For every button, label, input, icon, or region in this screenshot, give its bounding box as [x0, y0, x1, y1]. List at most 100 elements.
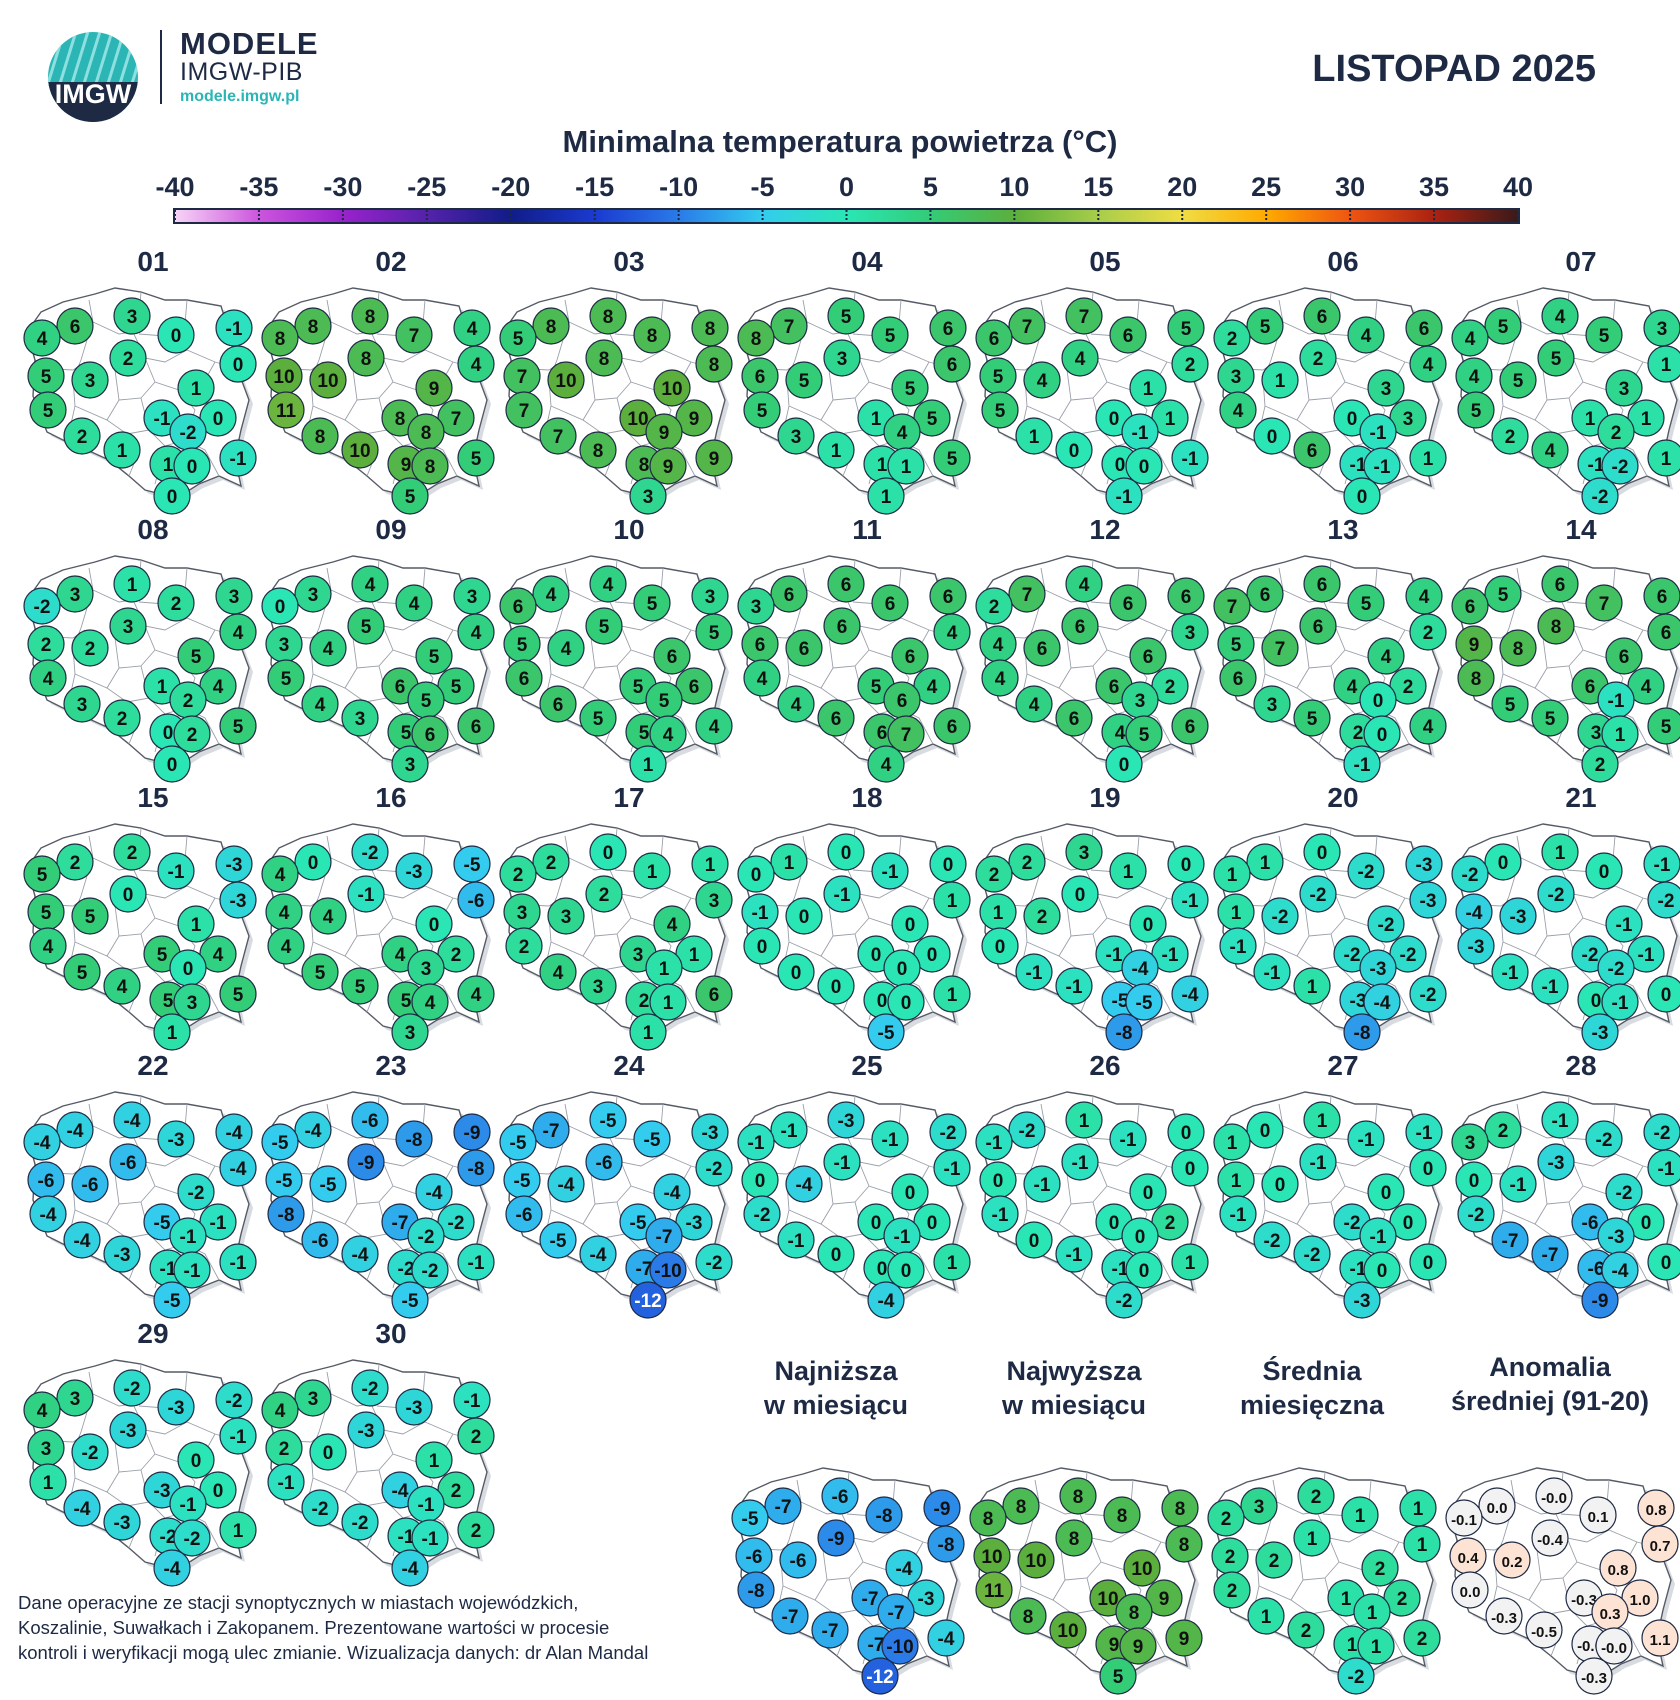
station-value: -9 — [358, 1153, 375, 1174]
station-marker: 8 — [1499, 629, 1537, 667]
region-border — [1316, 697, 1340, 703]
station-value: -6 — [596, 1153, 613, 1174]
station-circle — [1303, 565, 1341, 603]
station-circle — [1009, 1597, 1047, 1635]
station-marker: 2 — [499, 855, 537, 893]
station-value: -1 — [1358, 1130, 1375, 1151]
station-marker: -12 — [861, 1657, 899, 1695]
station-circle — [1601, 983, 1639, 1021]
station-marker: -0.3 — [1485, 1597, 1523, 1635]
station-marker: 0 — [981, 927, 1019, 965]
station-circle — [1171, 1243, 1209, 1281]
station-value: -2 — [1468, 1205, 1485, 1226]
station-marker: 3 — [215, 577, 253, 615]
station-value: 1 — [1423, 449, 1434, 470]
station-marker: -1 — [1219, 927, 1257, 965]
station-circle — [1484, 307, 1522, 345]
station-marker: 6 — [1171, 707, 1209, 745]
station-marker: 5 — [585, 607, 623, 645]
station-marker: -0.3 — [1575, 1657, 1613, 1695]
station-marker: 4 — [1061, 339, 1099, 377]
station-value: 0 — [1317, 843, 1328, 864]
station-circle — [785, 1165, 823, 1203]
station-marker: -7 — [771, 1597, 809, 1635]
region-border — [1496, 1549, 1542, 1601]
station-value: -5 — [164, 1291, 181, 1312]
station-marker: -2 — [301, 1489, 339, 1527]
station-value: -6 — [38, 1171, 55, 1192]
station-marker: 3 — [113, 297, 151, 335]
region-border — [788, 637, 834, 689]
station-value: 2 — [546, 853, 557, 874]
station-marker: -6 — [735, 1537, 773, 1575]
station-circle — [1581, 745, 1619, 783]
station-circle — [23, 319, 61, 357]
station-marker: 0 — [1171, 1149, 1209, 1187]
station-circle — [63, 953, 101, 991]
station-circle — [351, 1101, 389, 1139]
station-value: -4 — [558, 1175, 575, 1196]
station-circle — [109, 607, 147, 645]
station-value: 5 — [647, 594, 658, 615]
station-marker: -2 — [71, 1433, 109, 1471]
station-circle — [1129, 905, 1167, 943]
station-marker: 5 — [827, 297, 865, 335]
colorbar-tick-label: 20 — [1167, 172, 1198, 202]
station-circle — [153, 1281, 191, 1319]
station-marker: 10 — [1123, 1549, 1161, 1587]
station-marker: 2 — [1581, 745, 1619, 783]
station-marker: 6 — [1109, 316, 1147, 354]
station-marker: 4 — [867, 745, 905, 783]
station-value: 3 — [405, 755, 416, 776]
station-value: 4 — [663, 725, 674, 746]
station-value: 3 — [467, 587, 478, 608]
station-marker: -1 — [975, 1123, 1013, 1161]
station-circle — [109, 875, 147, 913]
station-value: 5 — [233, 985, 244, 1006]
station-marker: -2 — [341, 1503, 379, 1541]
station-circle — [1581, 1013, 1619, 1051]
station-circle — [219, 881, 257, 919]
station-marker: 4 — [743, 659, 781, 697]
station-marker: 2 — [71, 629, 109, 667]
station-marker: 3 — [737, 587, 775, 625]
station-value: 5 — [1505, 695, 1516, 716]
station-circle — [1641, 1619, 1679, 1657]
station-value: 0 — [757, 937, 768, 958]
station-value: 4 — [409, 594, 420, 615]
station-value: 5 — [593, 709, 604, 730]
station-value: -1 — [230, 1253, 247, 1274]
region-border — [1026, 637, 1072, 689]
station-value: 0 — [1403, 1213, 1414, 1234]
region-border — [1070, 917, 1108, 937]
station-value: 2 — [1423, 623, 1434, 644]
station-circle — [1213, 319, 1251, 357]
station-value: 3 — [187, 993, 198, 1014]
station-marker: 3 — [629, 477, 667, 515]
station-marker: 0 — [785, 897, 823, 935]
day-label: 06 — [1327, 246, 1359, 277]
station-value: 10 — [1097, 1589, 1118, 1610]
region-border — [602, 697, 626, 703]
station-marker: 3 — [1065, 833, 1103, 871]
station-value: -1 — [226, 319, 243, 340]
station-circle — [457, 439, 495, 477]
station-marker: -4 — [579, 1235, 617, 1273]
station-value: 0 — [187, 457, 198, 478]
station-marker: -9 — [453, 1113, 491, 1151]
station-value: 1 — [233, 1521, 244, 1542]
station-marker: -1 — [871, 852, 909, 890]
poland-map: -1 -3-1 -2-1-1 -10 -4 0-2 0 0-10-10 0 1-4 — [737, 1091, 971, 1319]
station-value: 6 — [513, 597, 524, 618]
station-marker: -1 — [1055, 1235, 1093, 1273]
station-value: 4 — [947, 623, 958, 644]
brand-url[interactable]: modele.imgw.pl — [180, 88, 300, 105]
station-circle — [1451, 319, 1489, 357]
station-marker: 5 — [1246, 307, 1284, 345]
station-marker: 5 — [871, 316, 909, 354]
station-value: -1 — [1370, 1227, 1387, 1248]
station-value: 0 — [1469, 1171, 1480, 1192]
station-value: -9 — [464, 1123, 481, 1144]
summary-label: Najniższa w miesiącu — [716, 1354, 956, 1422]
station-circle — [770, 307, 808, 345]
